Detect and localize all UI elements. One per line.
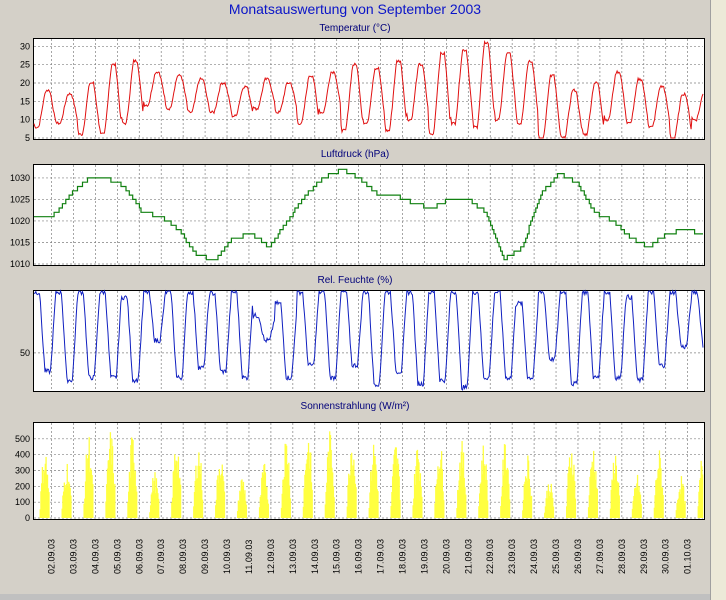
x-tick-label: 21.09.03 <box>463 539 473 574</box>
temperature-panel: Temperatur (°C) <box>0 20 710 142</box>
charts-svg: 5101520253010101015102010251030500100200… <box>10 39 704 574</box>
y-tick-label: 1015 <box>10 237 30 247</box>
x-tick-label: 19.09.03 <box>419 539 429 574</box>
x-tick-label: 17.09.03 <box>376 539 386 574</box>
x-tick-label: 16.09.03 <box>354 539 364 574</box>
x-tick-label: 28.09.03 <box>617 539 627 574</box>
y-tick-label: 1020 <box>10 216 30 226</box>
y-tick-label: 5 <box>25 133 30 143</box>
y-tick-label: 20 <box>20 78 30 88</box>
y-tick-label: 30 <box>20 41 30 51</box>
x-tick-label: 01.10.03 <box>683 539 693 574</box>
y-tick-label: 10 <box>20 115 30 125</box>
x-tick-label: 29.09.03 <box>639 539 649 574</box>
page-title: Monatsauswertung von September 2003 <box>228 1 482 17</box>
y-tick-label: 1010 <box>10 259 30 269</box>
x-tick-label: 26.09.03 <box>573 539 583 574</box>
x-tick-label: 08.09.03 <box>178 539 188 574</box>
y-tick-label: 1030 <box>10 173 30 183</box>
x-tick-label: 07.09.03 <box>156 539 166 574</box>
y-tick-label: 300 <box>15 466 30 476</box>
x-tick-label: 05.09.03 <box>112 539 122 574</box>
x-tick-label: 20.09.03 <box>441 539 451 574</box>
pressure-series-line <box>34 168 703 261</box>
y-tick-label: 25 <box>20 60 30 70</box>
pressure-panel: Luftdruck (hPa) <box>0 146 710 268</box>
x-tick-label: 25.09.03 <box>551 539 561 574</box>
vertical-scrollbar[interactable] <box>710 0 726 600</box>
x-tick-label: 02.09.03 <box>47 539 57 574</box>
humidity-title: Rel. Feuchte (%) <box>317 275 393 286</box>
pressure-plot <box>33 164 705 266</box>
x-tick-label: 30.09.03 <box>661 539 671 574</box>
y-tick-label: 1025 <box>10 194 30 204</box>
x-tick-label: 23.09.03 <box>507 539 517 574</box>
y-tick-label: 50 <box>20 348 30 358</box>
y-tick-label: 15 <box>20 96 30 106</box>
x-tick-label: 03.09.03 <box>68 539 78 574</box>
x-tick-label: 24.09.03 <box>529 539 539 574</box>
y-tick-label: 200 <box>15 481 30 491</box>
x-tick-label: 22.09.03 <box>485 539 495 574</box>
horizontal-scrollbar[interactable] <box>0 594 710 600</box>
solar-title: Sonnenstrahlung (W/m²) <box>300 401 410 412</box>
pressure-title: Luftdruck (hPa) <box>320 149 390 160</box>
x-tick-label: 15.09.03 <box>332 539 342 574</box>
x-tick-label: 09.09.03 <box>200 539 210 574</box>
x-tick-label: 12.09.03 <box>266 539 276 574</box>
x-tick-label: 10.09.03 <box>222 539 232 574</box>
x-tick-label: 04.09.03 <box>90 539 100 574</box>
x-tick-label: 13.09.03 <box>288 539 298 574</box>
y-tick-label: 500 <box>15 434 30 444</box>
x-tick-label: 27.09.03 <box>595 539 605 574</box>
y-tick-label: 100 <box>15 497 30 507</box>
temperature-series-line <box>33 39 704 140</box>
y-tick-label: 400 <box>15 450 30 460</box>
x-tick-label: 06.09.03 <box>134 539 144 574</box>
humidity-series-line <box>33 289 704 391</box>
x-tick-label: 18.09.03 <box>397 539 407 574</box>
temperature-title: Temperatur (°C) <box>319 23 391 34</box>
x-tick-label: 14.09.03 <box>310 539 320 574</box>
x-tick-label: 11.09.03 <box>244 540 254 574</box>
y-tick-label: 0 <box>25 513 30 523</box>
